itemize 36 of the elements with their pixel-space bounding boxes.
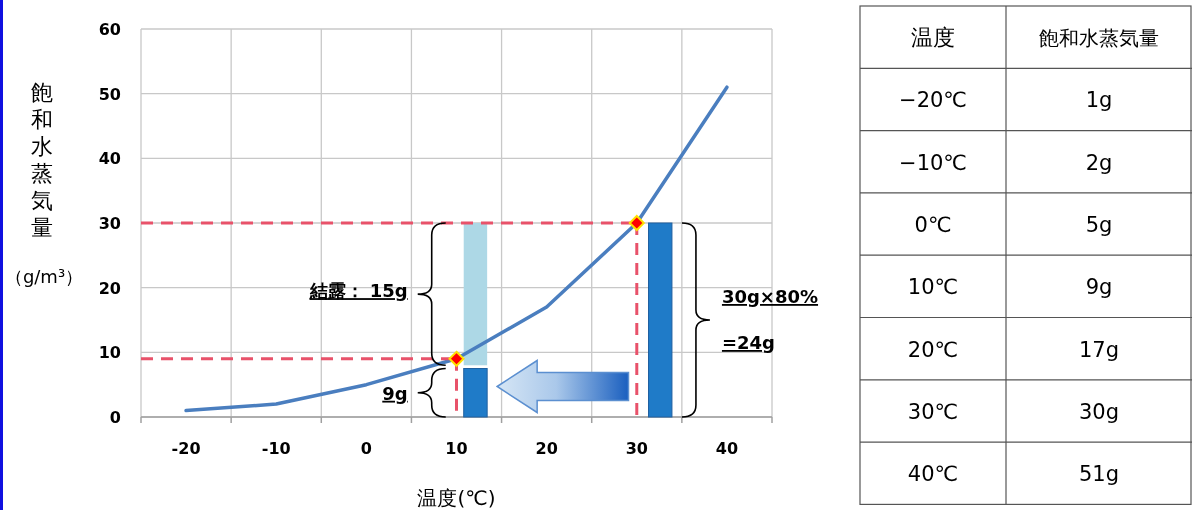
text: −10℃ [899,150,967,175]
y-tick-label: 20 [98,278,121,298]
y-tick-label: 30 [98,214,121,233]
x-tick-label: -10 [261,439,291,458]
y-tick-label: 10 [98,343,121,363]
x-tick-label: 0 [360,439,372,458]
x-tick-label: 40 [715,439,739,458]
y-axis-title: 飽和水蒸気量（g/m³） [4,80,84,287]
y-tick-label: 50 [98,84,121,104]
text: 17g [1078,337,1120,362]
text: 10℃ [907,275,959,300]
text: 20℃ [907,337,959,362]
text: 2g [1085,150,1113,175]
text: 飽和水蒸気量 [1039,26,1159,51]
text: 温度 [911,25,955,51]
text: 1g [1085,88,1113,113]
y-tick-label: 60 [98,20,121,39]
text: 0℃ [914,213,952,238]
annotation: 9g [382,382,408,404]
text: 9g [1085,275,1113,300]
x-tick-label: 10 [445,439,468,458]
y-tick-label: 0 [109,408,121,427]
y-tick-label: 40 [98,149,121,169]
text: −20℃ [899,88,967,113]
annotation: 30g×80% [721,286,819,307]
text: 30g [1078,399,1120,424]
text: 40℃ [907,462,959,487]
text: 51g [1078,462,1120,487]
annotation: 結露： 15g [308,280,408,302]
x-tick-label: 20 [535,439,558,458]
x-tick-label: -20 [171,439,201,458]
x-tick-label: 30 [625,439,648,458]
x-axis-title: 温度(℃) [417,486,496,510]
text: 5g [1085,213,1113,238]
annotation: =24g [721,332,775,353]
text: 30℃ [907,399,959,424]
